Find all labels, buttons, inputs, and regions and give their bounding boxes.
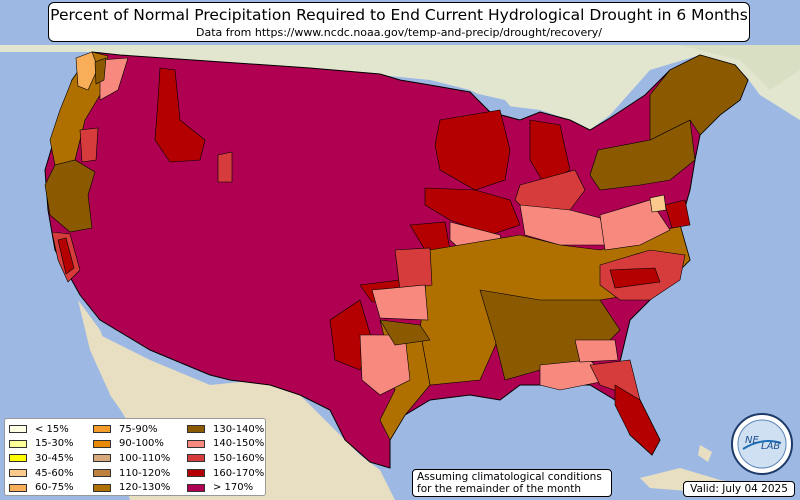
legend-label: 75-90% <box>119 423 158 435</box>
title-box: Percent of Normal Precipitation Required… <box>48 2 750 42</box>
legend-label: 100-110% <box>119 452 171 464</box>
legend-item: 100-110% <box>93 451 170 466</box>
region-wa-pink <box>99 57 129 101</box>
nexlab-logo: NE LAB <box>731 413 793 475</box>
legend-label: 160-170% <box>213 467 265 479</box>
logo-swoosh <box>742 440 782 450</box>
legend-item: 15-30% <box>9 437 74 452</box>
legend-label: 130-140% <box>213 423 265 435</box>
region-il-red <box>424 187 521 236</box>
region-va-pink <box>599 199 671 251</box>
region-oregon-coast <box>49 51 109 166</box>
legend-label: 45-60% <box>35 467 74 479</box>
legend-swatch <box>187 439 205 448</box>
region-wa-brown <box>94 57 107 85</box>
logo-globe <box>737 419 787 469</box>
legend-swatch <box>187 425 205 434</box>
logo-text-lab: LAB <box>761 441 780 452</box>
legend-column-2: 75-90% 90-100% 100-110% 110-120% 120-130… <box>93 422 170 495</box>
logo-text-ne: NE <box>745 435 759 446</box>
note-line-2: for the remainder of the month <box>417 483 582 495</box>
legend-item: 45-60% <box>9 466 74 481</box>
region-ca-bay-red <box>57 237 75 275</box>
region-or-red <box>79 127 99 163</box>
legend: < 15% 15-30% 30-45% 45-60% 60-75% 75-90%… <box>4 418 266 496</box>
region-ar-red <box>394 247 433 291</box>
canada-lakes <box>470 92 520 118</box>
region-de-yellow <box>649 194 667 213</box>
legend-swatch <box>93 439 111 448</box>
region-md-darkred <box>664 199 691 229</box>
legend-swatch <box>93 483 111 492</box>
region-wy-red <box>217 151 233 183</box>
map-subtitle: Data from https://www.ncdc.noaa.gov/temp… <box>196 26 602 39</box>
region-ok-pink <box>371 284 429 321</box>
legend-column-1: < 15% 15-30% 30-45% 45-60% 60-75% <box>9 422 74 495</box>
legend-item: > 170% <box>187 480 264 495</box>
legend-label: 30-45% <box>35 452 74 464</box>
legend-swatch <box>9 454 27 463</box>
baja-land <box>78 300 140 425</box>
legend-label: 15-30% <box>35 438 74 450</box>
region-nc-darkred <box>609 267 661 289</box>
legend-column-3: 130-140% 140-150% 150-160% 160-170% > 17… <box>187 422 264 495</box>
legend-swatch <box>9 425 27 434</box>
climatology-note: Assuming climatological conditions for t… <box>412 469 612 497</box>
note-line-1: Assuming climatological conditions <box>417 471 602 483</box>
legend-label: 90-100% <box>119 438 164 450</box>
valid-date: Valid: July 04 2025 <box>683 481 795 497</box>
bahamas-land <box>698 445 712 462</box>
region-wa-coast <box>75 51 99 91</box>
legend-swatch <box>9 483 27 492</box>
legend-label: 140-150% <box>213 438 265 450</box>
legend-swatch <box>9 469 27 478</box>
region-ca-north <box>44 159 96 233</box>
legend-label: 150-160% <box>213 452 265 464</box>
legend-item: < 15% <box>9 422 74 437</box>
region-wi-red <box>434 109 511 191</box>
region-la-brown <box>379 319 431 346</box>
region-idaho-red <box>154 67 206 163</box>
legend-item: 120-130% <box>93 480 170 495</box>
legend-swatch <box>93 454 111 463</box>
legend-swatch <box>187 483 205 492</box>
canada-land <box>0 45 800 130</box>
region-ne-brown <box>649 54 749 141</box>
legend-label: 60-75% <box>35 482 74 494</box>
legend-item: 110-120% <box>93 466 170 481</box>
legend-label: > 170% <box>213 482 254 494</box>
legend-swatch <box>93 469 111 478</box>
legend-swatch <box>187 454 205 463</box>
legend-swatch <box>93 425 111 434</box>
legend-item: 30-45% <box>9 451 74 466</box>
legend-item: 160-170% <box>187 466 264 481</box>
legend-item: 75-90% <box>93 422 170 437</box>
map-title: Percent of Normal Precipitation Required… <box>50 6 748 24</box>
legend-item: 60-75% <box>9 480 74 495</box>
quebec-land <box>680 45 800 90</box>
legend-item: 150-160% <box>187 451 264 466</box>
legend-label: < 15% <box>35 423 69 435</box>
region-ga-pink2 <box>574 339 619 363</box>
region-fl-darkred <box>614 384 661 456</box>
legend-item: 130-140% <box>187 422 264 437</box>
legend-label: 110-120% <box>119 467 171 479</box>
legend-swatch <box>9 439 27 448</box>
legend-item: 90-100% <box>93 437 170 452</box>
legend-swatch <box>187 469 205 478</box>
legend-label: 120-130% <box>119 482 171 494</box>
legend-item: 140-150% <box>187 437 264 452</box>
